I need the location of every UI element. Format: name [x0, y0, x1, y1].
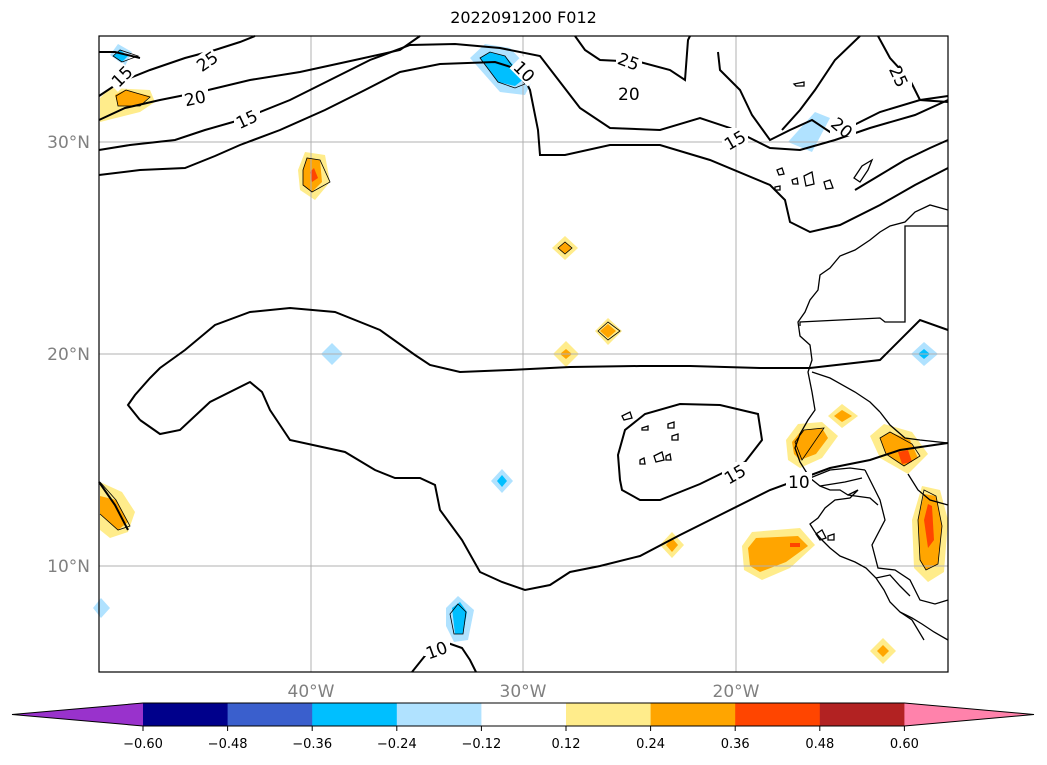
contour-line [574, 35, 691, 82]
negative-anomaly-patch [480, 52, 525, 86]
country-border [879, 411, 949, 444]
colorbar-tick-label: 0.24 [636, 737, 665, 752]
lon-label: 40°W [288, 682, 335, 702]
colorbar-tick-label: −0.12 [461, 737, 501, 752]
colorbar-tick-label: 0.36 [721, 737, 750, 752]
island [791, 177, 799, 185]
negative-anomaly-patch [497, 475, 507, 487]
island [803, 171, 815, 187]
country-border [899, 611, 925, 641]
country-border [819, 477, 863, 487]
positive-anomaly-patch [877, 645, 889, 657]
country-border [809, 467, 866, 479]
positive-anomaly-patch [115, 90, 150, 106]
contour-line [854, 139, 949, 191]
colorbar-extend-max [904, 703, 1034, 726]
colorbar-tick-label: 0.60 [890, 737, 919, 752]
colorbar-segment [819, 703, 905, 726]
contour-line [717, 51, 949, 142]
positive-anomaly-patch [792, 428, 828, 460]
contour-line [126, 306, 949, 421]
contour-line [98, 60, 949, 234]
contour-label: 20 [618, 85, 640, 105]
country-border [907, 473, 949, 506]
contour-label: 25 [193, 48, 222, 77]
island [776, 167, 785, 176]
coastlines [621, 81, 949, 641]
contour-line [98, 35, 421, 121]
positive-anomaly-patch [898, 450, 912, 464]
positive-anomaly-patch [834, 410, 852, 422]
colorbar-segment [143, 703, 229, 726]
lat-label: 30°N [47, 133, 90, 153]
lon-labels: 40°W 30°W 20°W [288, 682, 760, 702]
map-frame [98, 35, 949, 673]
colorbar-extend-min [12, 703, 143, 726]
country-border [864, 469, 949, 605]
contour-line [98, 481, 129, 531]
colorbar-segment [227, 703, 313, 726]
lat-label: 20°N [47, 345, 90, 365]
country-border [811, 371, 881, 413]
colorbar: −0.60 −0.48 −0.36 −0.24 −0.12 0.12 0.24 0.36 0.4… [11, 702, 1035, 752]
colorbar-segment [735, 703, 821, 726]
colorbar-tick-label: 0.12 [552, 737, 581, 752]
colorbar-segment [650, 703, 736, 726]
contour-label: 10 [788, 473, 810, 493]
colorbar-tick-label: −0.60 [123, 737, 163, 752]
positive-anomaly-patch [600, 324, 616, 338]
island [853, 158, 874, 183]
country-border [799, 225, 948, 326]
island [641, 425, 649, 431]
colorbar-tick-label: −0.24 [377, 737, 417, 752]
island [671, 433, 679, 441]
island [667, 421, 675, 429]
positive-anomaly-patch [310, 168, 318, 182]
lon-label: 20°W [713, 682, 760, 702]
positive-anomaly-patch [100, 496, 128, 530]
island [827, 533, 835, 541]
map-title: 2022091200 F012 [450, 8, 597, 27]
island [621, 411, 633, 421]
positive-anomaly-patch [924, 504, 934, 548]
lat-labels: 30°N 20°N 10°N [47, 133, 90, 577]
contour-label: 25 [884, 63, 911, 91]
negative-anomaly-patch [788, 112, 830, 152]
colorbar-segment [396, 703, 482, 726]
lon-label: 30°W [500, 682, 547, 702]
africa-coastline [794, 204, 949, 641]
positive-anomaly-patch [790, 543, 800, 547]
island [639, 457, 646, 465]
colorbar-tick-label: 0.48 [805, 737, 834, 752]
colorbar-segment [566, 703, 652, 726]
contour-line [139, 380, 949, 592]
lat-label: 10°N [47, 557, 90, 577]
contour-label: 20 [183, 87, 208, 111]
contour-line [781, 35, 861, 131]
negative-anomaly-patch [93, 598, 110, 618]
island [665, 453, 672, 461]
country-border [847, 494, 879, 506]
colorbar-tick-label: −0.36 [292, 737, 332, 752]
island [823, 179, 834, 190]
country-border [875, 574, 911, 597]
contour-line [616, 402, 764, 501]
island [815, 529, 827, 541]
colorbar-segment [481, 703, 567, 726]
negative-anomaly-patch [452, 602, 467, 634]
colorbar-segment [312, 703, 398, 726]
island [792, 81, 805, 87]
colorbar-tick-label: −0.48 [208, 737, 248, 752]
island [653, 451, 665, 463]
contour-line [99, 51, 141, 59]
